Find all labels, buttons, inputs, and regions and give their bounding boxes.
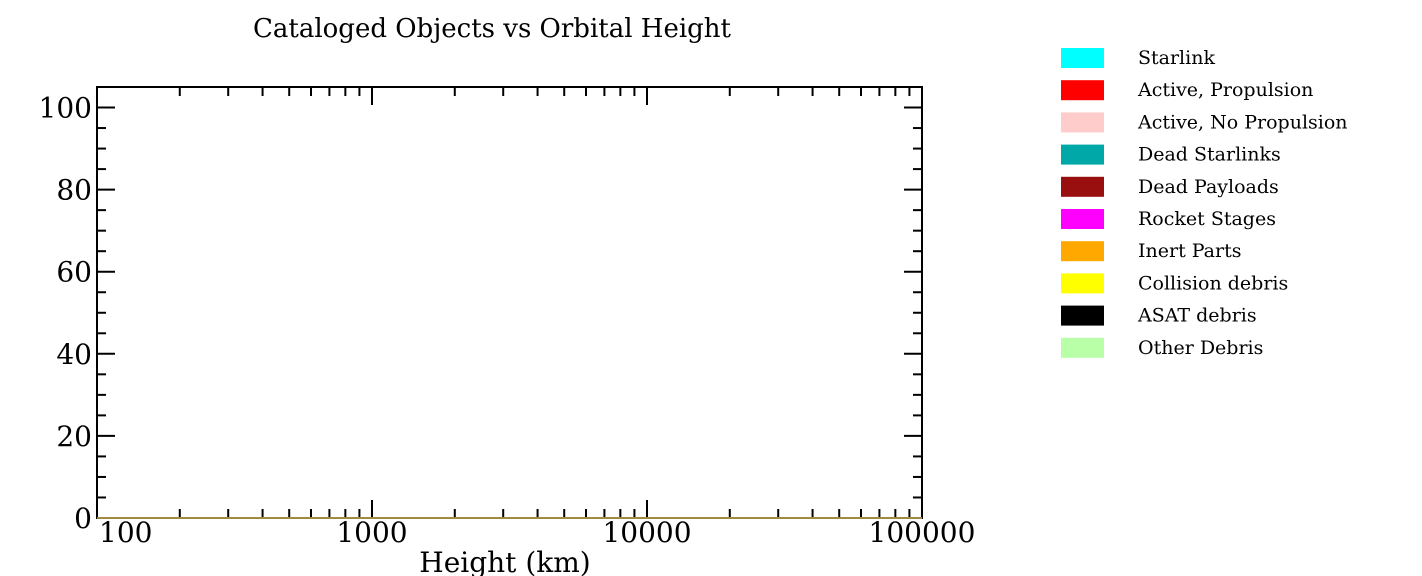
legend-label: Rocket Stages — [1138, 208, 1276, 230]
legend-label: Collision debris — [1138, 272, 1288, 294]
plot-frame — [96, 86, 923, 519]
legend-swatch — [1061, 273, 1104, 294]
chart-title: Cataloged Objects vs Orbital Height — [253, 14, 732, 44]
legend-swatch — [1061, 144, 1104, 165]
legend-label: ASAT debris — [1137, 305, 1257, 327]
y-tick-label: 100 — [39, 92, 92, 125]
legend-swatch — [1061, 209, 1104, 229]
legend-label: Dead Starlinks — [1138, 144, 1281, 166]
legend-swatch — [1061, 241, 1104, 262]
legend-swatch — [1061, 48, 1104, 68]
x-tick-labels: 100 1000 10000 100000 — [99, 516, 975, 549]
legend-label: Active, Propulsion — [1137, 79, 1313, 101]
legend-label: Inert Parts — [1138, 240, 1241, 262]
y-tick-label: 80 — [56, 174, 92, 207]
x-axis-label: Height (km) — [419, 546, 590, 576]
legend-swatch — [1061, 305, 1104, 326]
x-tick-label: 10000 — [602, 516, 691, 549]
y-tick-labels: 0 20 40 60 80 100 — [39, 92, 92, 535]
x-tick-label: 100000 — [869, 516, 976, 549]
y-tick-label: 60 — [56, 256, 92, 289]
y-tick-label: 40 — [56, 338, 92, 371]
x-tick-label: 1000 — [336, 516, 407, 549]
legend-label: Starlink — [1138, 47, 1215, 69]
legend-swatch — [1061, 176, 1104, 197]
y-tick-label: 20 — [56, 420, 92, 453]
legend-label: Active, No Propulsion — [1137, 111, 1348, 133]
y-tick-label: 0 — [74, 502, 92, 535]
legend-swatch — [1061, 80, 1104, 101]
x-tick-label: 100 — [99, 516, 152, 549]
legend-label: Dead Payloads — [1138, 176, 1279, 198]
axis-ticks — [96, 86, 922, 519]
legend: Starlink Active, Propulsion Active, No Pro… — [1061, 47, 1348, 359]
legend-swatch — [1061, 337, 1104, 358]
legend-swatch — [1061, 112, 1104, 133]
legend-label: Other Debris — [1138, 337, 1263, 359]
